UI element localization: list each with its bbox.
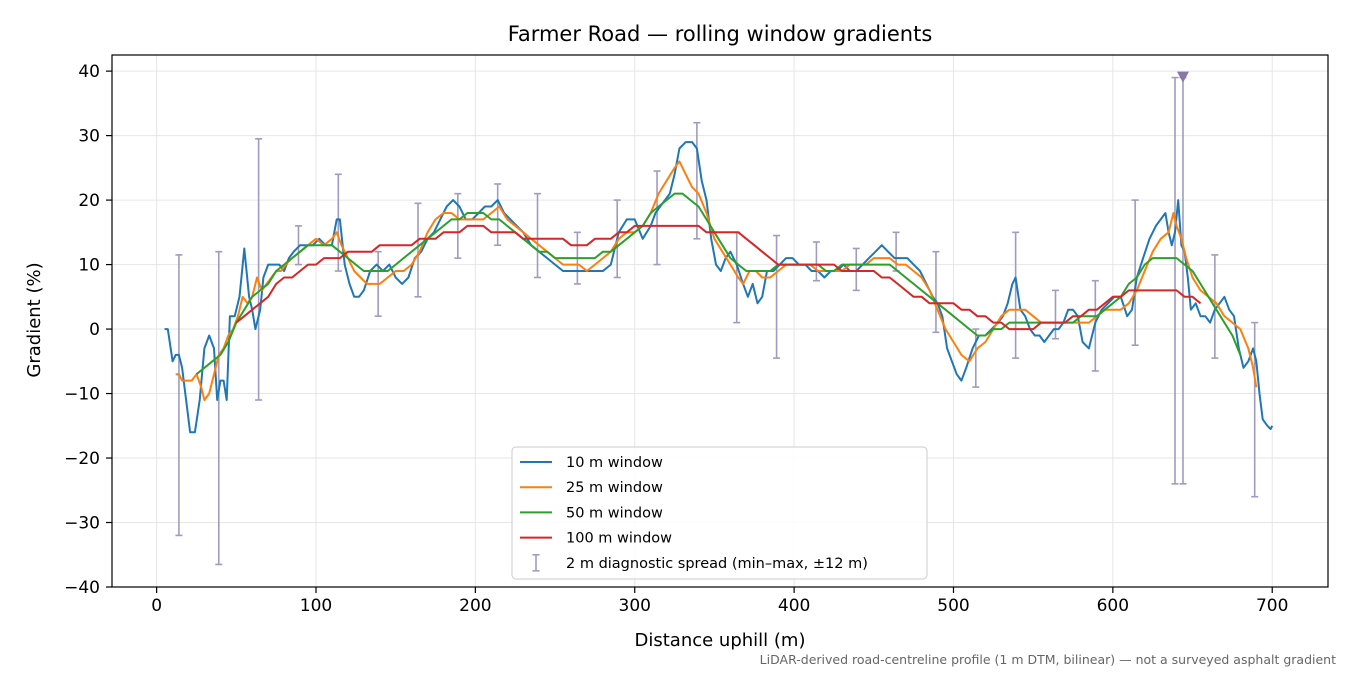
y-tick-label: −20 xyxy=(64,449,100,469)
legend-box xyxy=(511,446,928,580)
y-tick-label: 40 xyxy=(78,62,100,82)
x-tick-label: 100 xyxy=(300,596,332,616)
y-tick-label: 10 xyxy=(78,256,100,276)
legend-label: 10 m window xyxy=(566,455,663,471)
x-tick-label: 500 xyxy=(937,596,969,616)
chart-title: Farmer Road — rolling window gradients xyxy=(508,22,933,46)
legend-label: 2 m diagnostic spread (min–max, ±12 m) xyxy=(566,556,868,572)
y-axis: −40 −30 −20 −10 0 10 20 30 40 xyxy=(64,62,112,598)
y-tick-label: −40 xyxy=(64,578,100,598)
overflow-marker xyxy=(1176,71,1189,83)
axes-frame xyxy=(111,54,1329,588)
x-tick-label: 400 xyxy=(778,596,810,616)
y-axis-title: Gradient (%) xyxy=(24,262,45,377)
y-tick-label: −10 xyxy=(64,385,100,405)
x-tick-label: 300 xyxy=(619,596,651,616)
legend-label: 25 m window xyxy=(566,480,663,496)
x-axis: 0 100 200 300 400 500 600 700 xyxy=(151,587,1288,616)
x-tick-label: 600 xyxy=(1097,596,1129,616)
series-line xyxy=(235,224,1202,331)
x-axis-title: Distance uphill (m) xyxy=(635,630,806,651)
plot-area xyxy=(164,71,1274,566)
x-tick-label: 700 xyxy=(1256,596,1288,616)
x-tick-label: 200 xyxy=(459,596,491,616)
legend: 10 m window 25 m window 50 m window 100 m w… xyxy=(511,446,928,580)
x-tick-label: 0 xyxy=(151,596,162,616)
y-tick-label: −30 xyxy=(64,514,100,534)
y-tick-label: 20 xyxy=(78,191,100,211)
legend-label: 100 m window xyxy=(566,531,672,547)
legend-label: 50 m window xyxy=(566,505,663,521)
y-tick-label: 30 xyxy=(78,127,100,147)
y-tick-label: 0 xyxy=(89,320,100,340)
footnote: LiDAR-derived road-centreline profile (1… xyxy=(760,652,1336,667)
series-line xyxy=(164,141,1274,434)
